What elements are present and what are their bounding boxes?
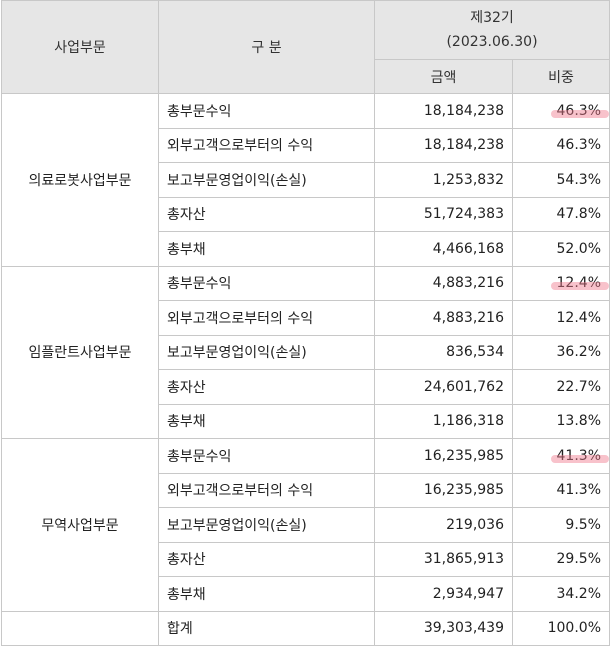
total-row: 합계 39,303,439 100.0% [1, 610, 610, 646]
table-row: 외부고객으로부터의 수익 4,883,216 12.4% [2, 300, 610, 336]
row-ratio: 9.5% [512, 507, 610, 543]
highlight-mark: 41.3% [550, 447, 609, 464]
row-ratio: 46.3% [512, 127, 610, 163]
row-amount: 4,883,216 [374, 300, 513, 336]
row-item: 총부문수익 [158, 93, 375, 129]
row-item: 보고부문영업이익(손실) [158, 334, 375, 370]
row-ratio: 29.5% [512, 541, 610, 577]
row-item: 총부채 [158, 231, 375, 267]
row-item: 총부채 [158, 403, 375, 439]
row-amount: 51,724,383 [374, 196, 513, 232]
header-category: 구 분 [158, 0, 375, 94]
row-item: 총부채 [158, 576, 375, 612]
table-row: 총자산 31,865,913 29.5% [2, 541, 610, 577]
row-amount: 2,934,947 [374, 576, 513, 612]
header-ratio: 비중 [512, 59, 610, 94]
period-label: 제32기 [470, 10, 514, 26]
row-item: 총부문수익 [158, 265, 375, 301]
row-item: 보고부문영업이익(손실) [158, 507, 375, 543]
segment-name: 임플란트사업부문 [1, 265, 159, 439]
total-ratio: 100.0% [512, 610, 610, 646]
row-item: 외부고객으로부터의 수익 [158, 300, 375, 336]
table-row: 외부고객으로부터의 수익 16,235,985 41.3% [2, 472, 610, 508]
row-ratio: 22.7% [512, 369, 610, 405]
row-ratio: 52.0% [512, 231, 610, 267]
row-item: 보고부문영업이익(손실) [158, 162, 375, 198]
segment-name: 무역사업부문 [1, 438, 159, 612]
row-ratio: 54.3% [512, 162, 610, 198]
row-amount: 18,184,238 [374, 93, 513, 129]
table-row: 임플란트사업부문 총부문수익 4,883,216 12.4% [1, 265, 610, 439]
row-amount: 4,883,216 [374, 265, 513, 301]
row-amount: 836,534 [374, 334, 513, 370]
header-period: 제32기 (2023.06.30) [374, 0, 610, 60]
table-row: 보고부문영업이익(손실) 219,036 9.5% [2, 507, 610, 543]
row-item: 총자산 [158, 541, 375, 577]
row-amount: 31,865,913 [374, 541, 513, 577]
header-segment: 사업부문 [1, 0, 159, 94]
table-row: 총부채 1,186,318 13.8% [2, 403, 610, 439]
table-row: 총부채 4,466,168 52.0% [2, 231, 610, 267]
table-row: 무역사업부문 총부문수익 16,235,985 41.3% [1, 438, 610, 612]
total-amount: 39,303,439 [374, 610, 513, 646]
row-item: 총부문수익 [158, 438, 375, 474]
highlight-mark: 46.3% [550, 102, 609, 119]
table-row: 외부고객으로부터의 수익 18,184,238 46.3% [2, 127, 610, 163]
row-item: 총자산 [158, 196, 375, 232]
table-row: 보고부문영업이익(손실) 1,253,832 54.3% [2, 162, 610, 198]
row-amount: 24,601,762 [374, 369, 513, 405]
segment-name: 의료로봇사업부문 [1, 93, 159, 267]
row-item: 외부고객으로부터의 수익 [158, 127, 375, 163]
row-ratio: 13.8% [512, 403, 610, 439]
row-ratio: 41.3% [512, 438, 610, 474]
row-ratio: 34.2% [512, 576, 610, 612]
row-ratio: 47.8% [512, 196, 610, 232]
row-ratio: 12.4% [512, 265, 610, 301]
table-row: 총자산 51,724,383 47.8% [2, 196, 610, 232]
table-row: 총자산 24,601,762 22.7% [2, 369, 610, 405]
header-amount: 금액 [374, 59, 513, 94]
row-amount: 4,466,168 [374, 231, 513, 267]
total-label: 합계 [158, 610, 375, 646]
row-item: 총자산 [158, 369, 375, 405]
row-ratio: 46.3% [512, 93, 610, 129]
total-segment-empty [1, 610, 159, 646]
row-ratio: 12.4% [512, 300, 610, 336]
row-amount: 219,036 [374, 507, 513, 543]
row-ratio: 41.3% [512, 472, 610, 508]
row-amount: 1,186,318 [374, 403, 513, 439]
row-amount: 18,184,238 [374, 127, 513, 163]
highlight-mark: 12.4% [550, 275, 609, 292]
row-amount: 16,235,985 [374, 438, 513, 474]
row-amount: 1,253,832 [374, 162, 513, 198]
table-row: 보고부문영업이익(손실) 836,534 36.2% [2, 334, 610, 370]
row-ratio: 36.2% [512, 334, 610, 370]
row-amount: 16,235,985 [374, 472, 513, 508]
period-date: (2023.06.30) [446, 34, 538, 50]
table-row: 의료로봇사업부문 총부문수익 18,184,238 46.3% [1, 93, 610, 267]
row-item: 외부고객으로부터의 수익 [158, 472, 375, 508]
